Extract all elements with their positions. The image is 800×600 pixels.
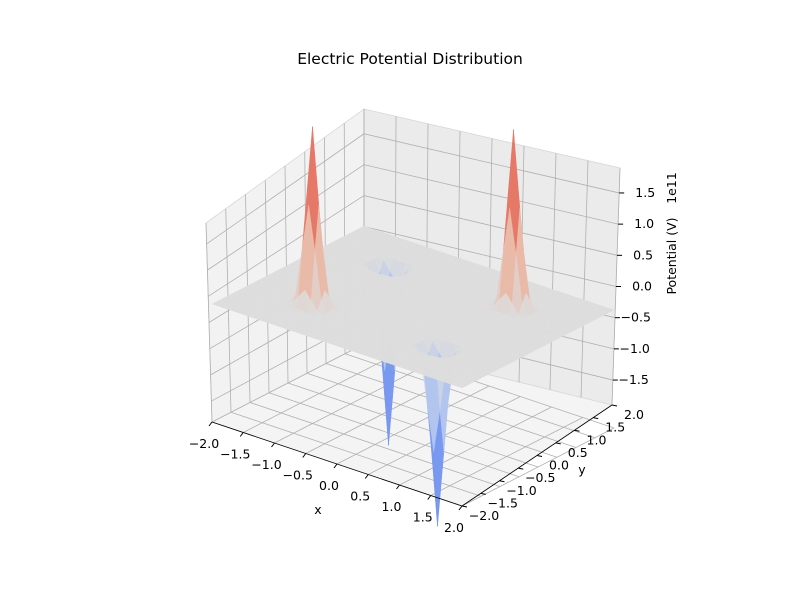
x-tick-label: −0.5 xyxy=(283,468,313,483)
x-tick-label: −1.0 xyxy=(251,457,281,472)
y-tick-label: 0.0 xyxy=(549,458,569,473)
y-tick-mark xyxy=(555,442,561,445)
y-tick-label: −2.0 xyxy=(469,508,499,523)
back-gridline-z xyxy=(363,164,619,225)
surface-patch xyxy=(455,383,467,389)
back-gridline-z xyxy=(363,226,617,287)
x-tick-label: 0.0 xyxy=(319,478,339,493)
y-tick-label: −1.0 xyxy=(506,483,536,498)
x-tick-label: 1.0 xyxy=(382,499,402,514)
chart-title: Electric Potential Distribution xyxy=(297,50,523,68)
y-axis-label: y xyxy=(578,462,586,477)
y-tick-label: 0.5 xyxy=(568,445,588,460)
x-tick-label: 2.0 xyxy=(444,520,464,535)
y-tick-mark xyxy=(611,404,618,407)
y-tick-mark xyxy=(461,505,468,508)
y-tick-label: 1.0 xyxy=(587,432,607,447)
x-ticks: −2.0−1.5−1.0−0.5 0.0 0.5 1.0 1.5 2.0 xyxy=(189,421,464,535)
y-tick-mark xyxy=(593,417,599,420)
x-tick-label: 0.5 xyxy=(350,489,370,504)
floor-gridline-x xyxy=(461,427,615,507)
y-tick-label: −1.5 xyxy=(488,495,518,510)
z-tick-label: 0.0 xyxy=(632,279,652,294)
z-tick-label: 0.5 xyxy=(633,247,653,262)
back-gridline-z xyxy=(363,195,618,256)
z-tick-label: 1.5 xyxy=(635,185,655,200)
floor-gridline-x xyxy=(430,417,583,496)
x-tick-mark xyxy=(396,484,400,490)
y-tick-mark xyxy=(518,467,524,470)
x-tick-label: −2.0 xyxy=(189,436,219,451)
left-gridline-z xyxy=(206,133,365,245)
x-tick-mark xyxy=(333,463,338,469)
x-tick-mark xyxy=(239,432,244,437)
y-tick-mark xyxy=(499,480,505,483)
x-tick-mark xyxy=(427,495,432,500)
x-tick-mark xyxy=(208,421,213,427)
potential-surface xyxy=(211,126,615,527)
x-tick-mark xyxy=(364,474,369,479)
y-tick-label: 1.5 xyxy=(605,420,625,435)
z-tick-label: 1.0 xyxy=(634,216,654,231)
x-tick-mark xyxy=(302,453,307,458)
y-tick-mark xyxy=(536,455,543,457)
z-axis-label: Potential (V) xyxy=(664,217,679,294)
y-tick-mark xyxy=(480,492,486,495)
z-tick-label: −1.0 xyxy=(620,341,650,356)
x-tick-label: 1.5 xyxy=(413,510,433,525)
left-gridline-z xyxy=(207,195,365,297)
z-tick-label: −0.5 xyxy=(621,310,651,325)
z-tick-label: −1.5 xyxy=(618,372,648,387)
x-axis-label: x xyxy=(314,502,321,517)
floor-gridline-y xyxy=(287,382,539,468)
floor-gridline-y xyxy=(325,363,577,448)
y-tick-label: 2.0 xyxy=(624,407,644,422)
y-ticks: −2.0−1.5−1.0−0.50.00.51.01.52.0 xyxy=(461,404,644,523)
y-tick-mark xyxy=(574,429,580,432)
left-gridline-z xyxy=(207,164,365,271)
back-gridline-z xyxy=(363,133,620,194)
floor-gridline-x xyxy=(399,406,552,486)
x-tick-mark xyxy=(271,442,275,448)
z-ticks: −1.5 −1.0 −0.5 0.0 0.5 1.0 1.5 xyxy=(612,185,655,387)
z-offset-label: 1e11 xyxy=(664,172,679,204)
y-tick-label: −0.5 xyxy=(525,470,555,485)
x-tick-mark xyxy=(458,505,463,511)
x-tick-label: −1.5 xyxy=(220,447,250,462)
